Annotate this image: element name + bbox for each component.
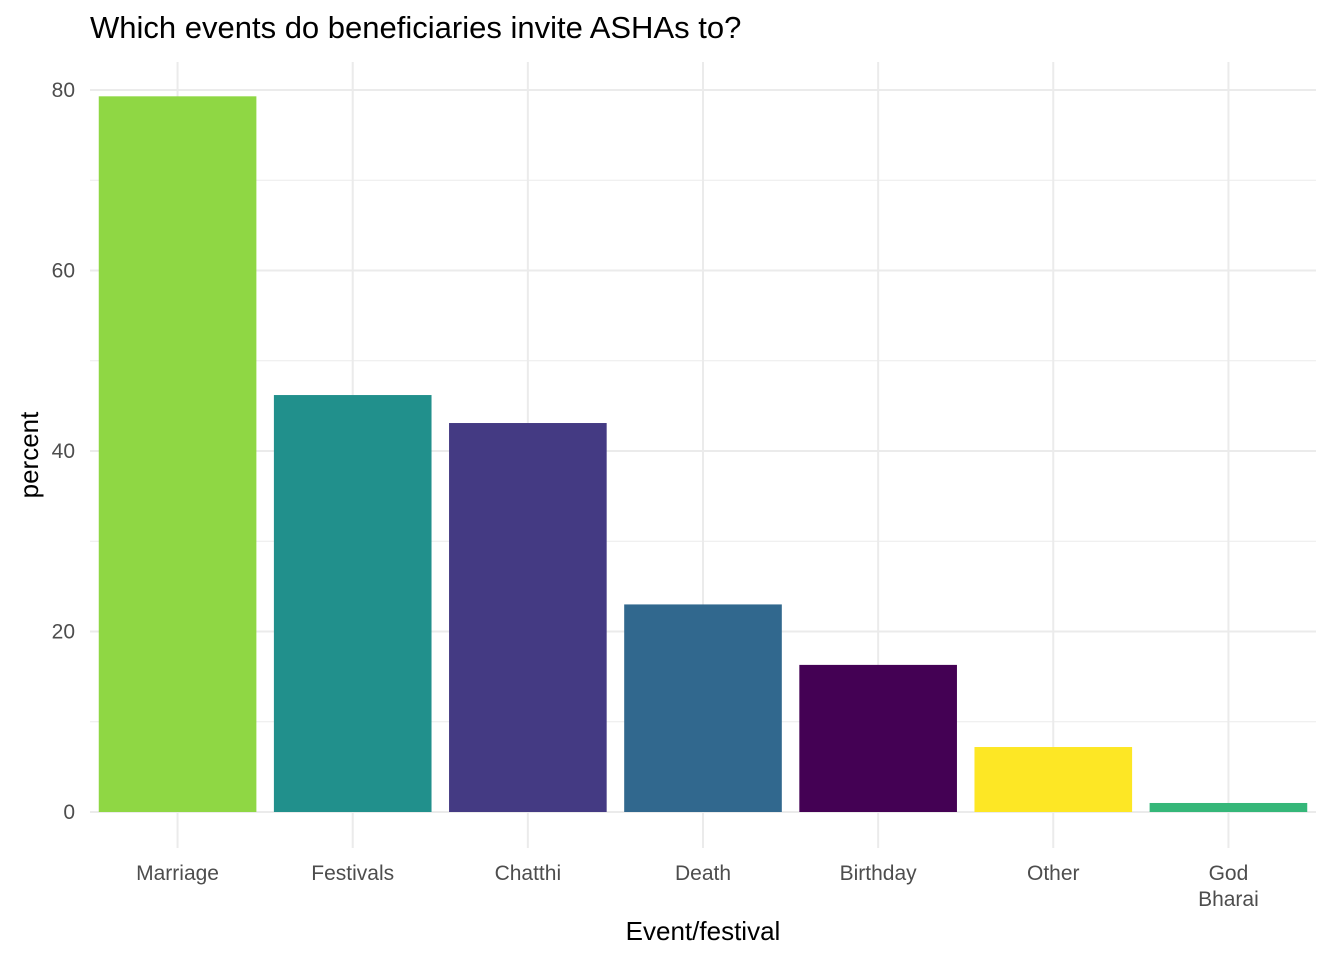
- x-tick-label: Death: [675, 862, 731, 885]
- axis-text-layer: 0 20 40 60 80 Marriage Festivals Chatthi Death Bi…: [14, 79, 1259, 946]
- bar-layer: [98, 96, 1308, 812]
- x-tick-label: Marriage: [136, 862, 219, 885]
- x-tick-label: Birthday: [840, 862, 918, 885]
- y-tick-label: 80: [52, 79, 75, 102]
- bar: [974, 747, 1133, 812]
- x-tick-label: God Bharai: [1198, 862, 1259, 911]
- x-axis-label: Event/festival: [626, 916, 781, 946]
- y-tick-label: 40: [52, 440, 75, 463]
- bar: [273, 395, 432, 812]
- y-tick-label: 0: [63, 801, 75, 824]
- bar: [1149, 802, 1308, 812]
- y-tick-label: 20: [52, 621, 75, 644]
- y-axis-label: percent: [14, 411, 44, 498]
- bar: [98, 96, 257, 812]
- chart-title: Which events do beneficiaries invite ASH…: [90, 10, 742, 45]
- bar: [799, 664, 957, 812]
- x-tick-label: Festivals: [311, 862, 394, 885]
- x-tick-label: Chatthi: [495, 862, 562, 885]
- x-tick-label: Other: [1027, 862, 1080, 885]
- y-tick-label: 60: [52, 260, 75, 283]
- bar: [449, 423, 607, 812]
- bar: [624, 604, 782, 812]
